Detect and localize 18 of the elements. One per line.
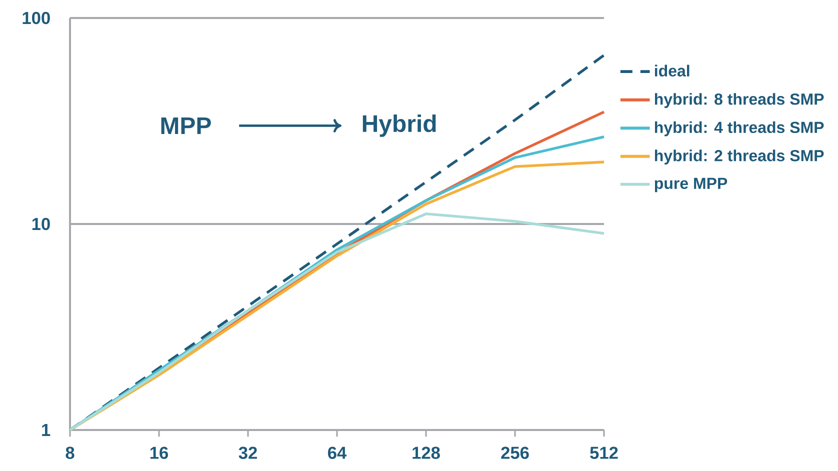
x-tick-label: 512 [590, 446, 618, 459]
y-tick-label: 1 [42, 424, 50, 436]
legend-label: pure MPP [654, 178, 728, 192]
legend-label: hybrid: 4 threads SMP [654, 121, 824, 136]
legend-label: hybrid: 2 threads SMP [654, 150, 824, 164]
legend-label: hybrid: 8 threads SMP [654, 93, 824, 108]
x-tick-label: 256 [501, 446, 529, 459]
annotation: Hybrid [362, 114, 436, 137]
y-tick-label: 100 [22, 12, 50, 24]
x-tick-label: 32 [238, 446, 257, 459]
annotation: MPP [161, 117, 211, 134]
line-series [68, 212, 606, 432]
x-tick-label: 16 [150, 446, 168, 459]
x-tick-label: 128 [412, 446, 440, 459]
x-tick-label: 64 [328, 446, 347, 459]
y-tick-label: 10 [32, 218, 50, 230]
legend-label: ideal [654, 64, 690, 77]
x-tick-label: 8 [66, 446, 74, 459]
